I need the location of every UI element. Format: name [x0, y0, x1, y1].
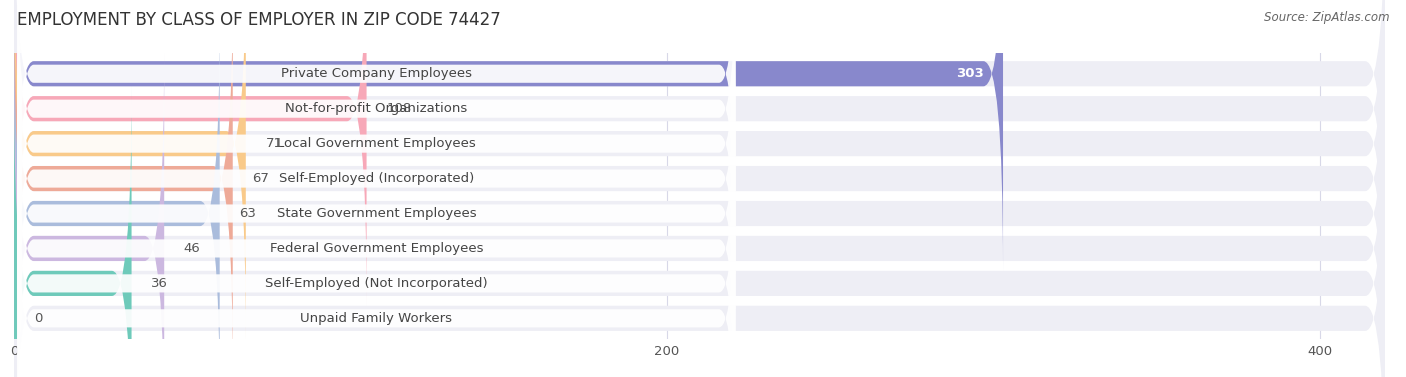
- Text: Federal Government Employees: Federal Government Employees: [270, 242, 484, 255]
- FancyBboxPatch shape: [14, 51, 165, 377]
- FancyBboxPatch shape: [14, 86, 132, 377]
- Text: 67: 67: [252, 172, 269, 185]
- FancyBboxPatch shape: [17, 0, 735, 239]
- FancyBboxPatch shape: [17, 118, 735, 377]
- FancyBboxPatch shape: [14, 0, 1385, 341]
- FancyBboxPatch shape: [17, 0, 735, 274]
- Text: EMPLOYMENT BY CLASS OF EMPLOYER IN ZIP CODE 74427: EMPLOYMENT BY CLASS OF EMPLOYER IN ZIP C…: [17, 11, 501, 29]
- FancyBboxPatch shape: [14, 0, 1385, 375]
- Text: Unpaid Family Workers: Unpaid Family Workers: [301, 312, 453, 325]
- Text: 0: 0: [34, 312, 42, 325]
- FancyBboxPatch shape: [17, 153, 735, 377]
- Text: 46: 46: [184, 242, 201, 255]
- FancyBboxPatch shape: [14, 0, 1385, 306]
- FancyBboxPatch shape: [14, 0, 1385, 271]
- Text: 63: 63: [239, 207, 256, 220]
- FancyBboxPatch shape: [17, 48, 735, 377]
- Text: 71: 71: [266, 137, 283, 150]
- Text: Self-Employed (Not Incorporated): Self-Employed (Not Incorporated): [266, 277, 488, 290]
- FancyBboxPatch shape: [17, 13, 735, 344]
- FancyBboxPatch shape: [14, 0, 233, 375]
- Text: Self-Employed (Incorporated): Self-Employed (Incorporated): [278, 172, 474, 185]
- Text: Not-for-profit Organizations: Not-for-profit Organizations: [285, 102, 467, 115]
- Text: Private Company Employees: Private Company Employees: [281, 67, 472, 80]
- Text: 108: 108: [387, 102, 412, 115]
- Text: 303: 303: [956, 67, 983, 80]
- Text: Local Government Employees: Local Government Employees: [277, 137, 475, 150]
- FancyBboxPatch shape: [14, 17, 219, 377]
- FancyBboxPatch shape: [14, 0, 246, 341]
- FancyBboxPatch shape: [17, 0, 735, 309]
- FancyBboxPatch shape: [14, 121, 1385, 377]
- FancyBboxPatch shape: [14, 86, 1385, 377]
- Text: Source: ZipAtlas.com: Source: ZipAtlas.com: [1264, 11, 1389, 24]
- FancyBboxPatch shape: [17, 83, 735, 377]
- FancyBboxPatch shape: [14, 51, 1385, 377]
- FancyBboxPatch shape: [14, 0, 367, 306]
- Text: 36: 36: [152, 277, 169, 290]
- FancyBboxPatch shape: [14, 0, 1002, 271]
- FancyBboxPatch shape: [14, 17, 1385, 377]
- Text: State Government Employees: State Government Employees: [277, 207, 477, 220]
